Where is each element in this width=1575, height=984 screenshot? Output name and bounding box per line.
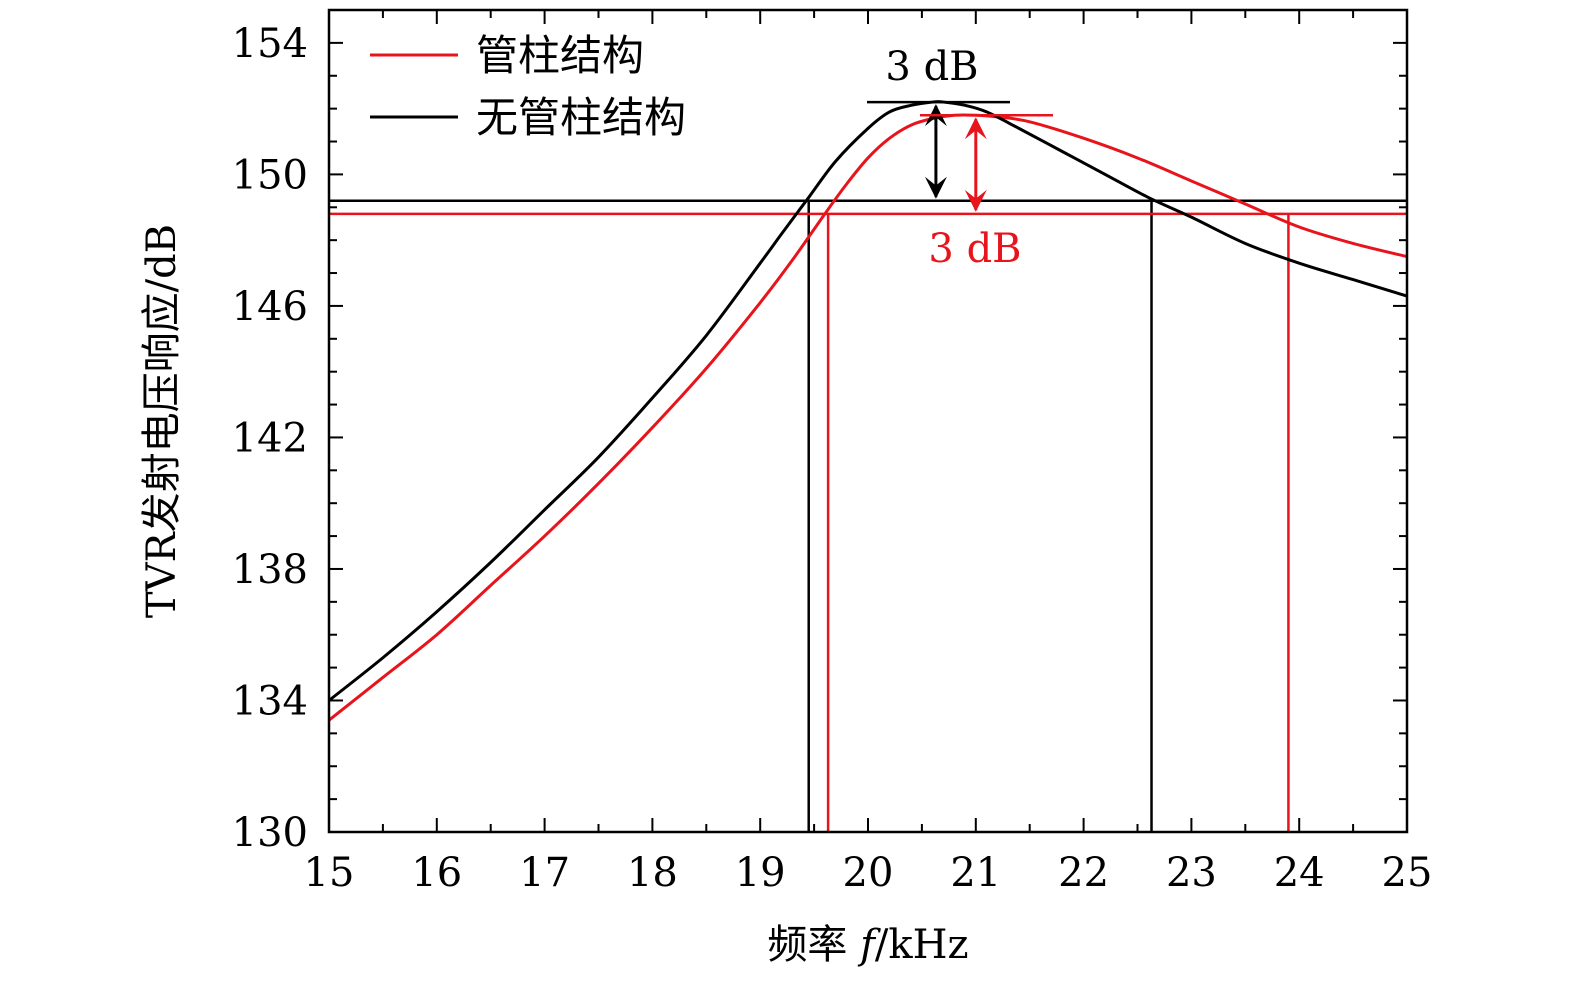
x-tick-label: 21 — [950, 850, 1001, 896]
x-axis-title: 频率 f/kHz — [767, 922, 968, 968]
x-tick-label: 15 — [304, 850, 355, 896]
x-tick-label: 22 — [1058, 850, 1109, 896]
x-tick-label: 16 — [411, 850, 462, 896]
x-tick-label: 24 — [1274, 850, 1325, 896]
y-tick-label: 142 — [232, 415, 308, 461]
series-line-0 — [329, 113, 1407, 722]
label-3db-with-tube: 3 dB — [928, 226, 1021, 272]
x-tick-label: 18 — [627, 850, 678, 896]
series-line-1 — [329, 100, 1407, 702]
y-tick-label: 134 — [232, 678, 308, 724]
legend-label-0: 管柱结构 — [476, 31, 644, 80]
arrow-head-up-with-tube — [964, 117, 987, 140]
arrow-head-down-with-tube — [964, 189, 987, 212]
y-tick-label: 154 — [232, 21, 308, 67]
x-tick-label: 20 — [843, 850, 894, 896]
plot-content — [329, 100, 1407, 832]
y-axis-title: TVR发射电压响应/dB — [139, 224, 185, 618]
x-tick-label: 19 — [735, 850, 786, 896]
arrow-head-down-without-tube — [924, 176, 947, 199]
legend-label-1: 无管柱结构 — [476, 93, 686, 142]
x-tick-label: 17 — [519, 850, 570, 896]
y-tick-label: 150 — [232, 152, 308, 198]
y-tick-label: 138 — [232, 547, 308, 593]
x-axis-title-unit: /kHz — [875, 922, 969, 968]
x-tick-label: 23 — [1166, 850, 1217, 896]
x-tick-label: 25 — [1382, 850, 1433, 896]
y-axis: 130 134 138 142 146 150 154 — [232, 9, 1407, 856]
label-3db-without-tube: 3 dB — [885, 44, 978, 90]
x-axis: 15 16 17 18 19 20 21 22 23 24 25 — [304, 10, 1433, 896]
y-tick-label: 146 — [232, 284, 308, 330]
x-axis-title-prefix: 频率 — [767, 922, 860, 968]
annotations: 3 dB 3 dB — [867, 44, 1053, 272]
y-tick-label: 130 — [232, 810, 308, 856]
